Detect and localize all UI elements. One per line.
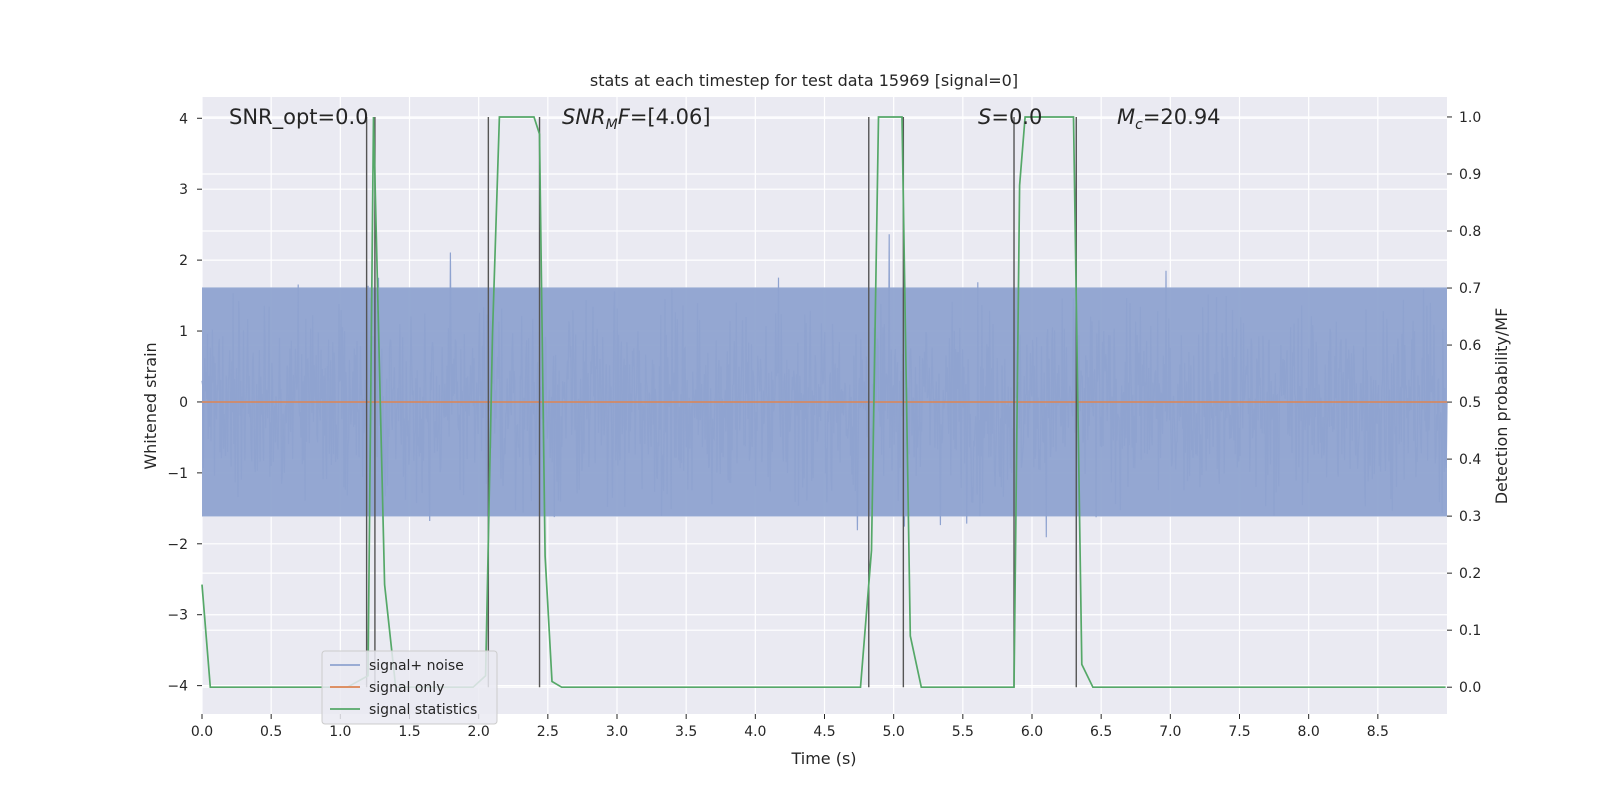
x-tick-label: 4.5 [813,724,835,740]
y-tick-label: 3 [179,182,188,198]
y-right-tick-label: 0.3 [1459,509,1481,525]
annotation-label: Mc=20.94 [1117,105,1221,133]
y-right-tick-label: 0.1 [1459,623,1481,639]
x-tick-label: 1.0 [329,724,351,740]
y-right-tick-label: 0.6 [1459,338,1481,354]
legend-box [321,650,498,725]
legend-label: signal only [369,680,444,696]
x-tick-label: 2.0 [468,724,490,740]
x-axis-label: Time (s) [790,749,856,768]
vertical-markers [365,116,1077,688]
y-tick-label: 2 [179,253,188,269]
x-tick-label: 8.5 [1367,724,1389,740]
annotation-label: SNRMF=[4.06] [562,105,711,133]
x-tick-label: 6.5 [1090,724,1112,740]
y-tick-label: −3 [167,608,188,624]
y-right-tick-label: 0.4 [1459,452,1481,468]
chart-title: stats at each timestep for test data 159… [590,71,1018,90]
y-right-tick-label: 0.8 [1459,224,1481,240]
x-tick-label: 0.0 [191,724,213,740]
y-right-tick-label: 0.0 [1459,680,1481,696]
signal-statistics-line [201,116,1446,689]
x-tick-label: 5.0 [883,724,905,740]
annotations: SNR_opt=0.0 SNRMF=[4.06] S=0.0 Mc=20.94 [229,105,1221,133]
y-tick-label: 1 [179,324,188,340]
y-right-tick-label: 0.7 [1459,281,1481,297]
legend: signal+ noise signal only signal statistic… [321,650,498,725]
y-axis-label: Whitened strain [141,342,160,469]
x-tick-label: 6.0 [1021,724,1043,740]
y-tick-label: −1 [167,466,188,482]
legend-label: signal+ noise [369,658,464,674]
annotation-label: S=0.0 [978,105,1042,129]
x-tick-label: 2.5 [537,724,559,740]
x-tick-label: 1.5 [398,724,420,740]
y-right-tick-label: 0.9 [1459,167,1481,183]
y-right-tick-label: 0.5 [1459,395,1481,411]
y-tick-label: 0 [179,395,188,411]
y-right-tick-label: 1.0 [1459,110,1481,126]
x-tick-label: 4.0 [744,724,766,740]
x-tick-label: 3.0 [606,724,628,740]
x-tick-label: 7.0 [1159,724,1181,740]
annotation-label: SNR_opt=0.0 [229,105,369,130]
y-ticks-left: 4 3 2 1 0 −1 −2 −3 −4 [167,111,202,695]
y-tick-label: −2 [167,537,188,553]
x-tick-label: 5.5 [952,724,974,740]
x-tick-label: 8.0 [1298,724,1320,740]
y-axis-label-right: Detection probability/MF [1492,308,1511,505]
y-ticks-right: 1.0 0.9 0.8 0.7 0.6 0.5 0.4 0.3 0.2 0.1 0.0 [1447,110,1481,696]
x-tick-label: 0.5 [260,724,282,740]
legend-label: signal statistics [369,702,477,718]
x-tick-label: 7.5 [1228,724,1250,740]
y-tick-label: −4 [167,679,188,695]
x-ticks: 0.0 0.5 1.0 1.5 2.0 2.5 3.0 3.5 4.0 4.5 5.0 5.5 6.0 6… [191,714,1389,740]
y-tick-label: 4 [179,111,188,127]
y-right-tick-label: 0.2 [1459,566,1481,582]
x-tick-label: 3.5 [675,724,697,740]
noise-line [201,234,1448,538]
